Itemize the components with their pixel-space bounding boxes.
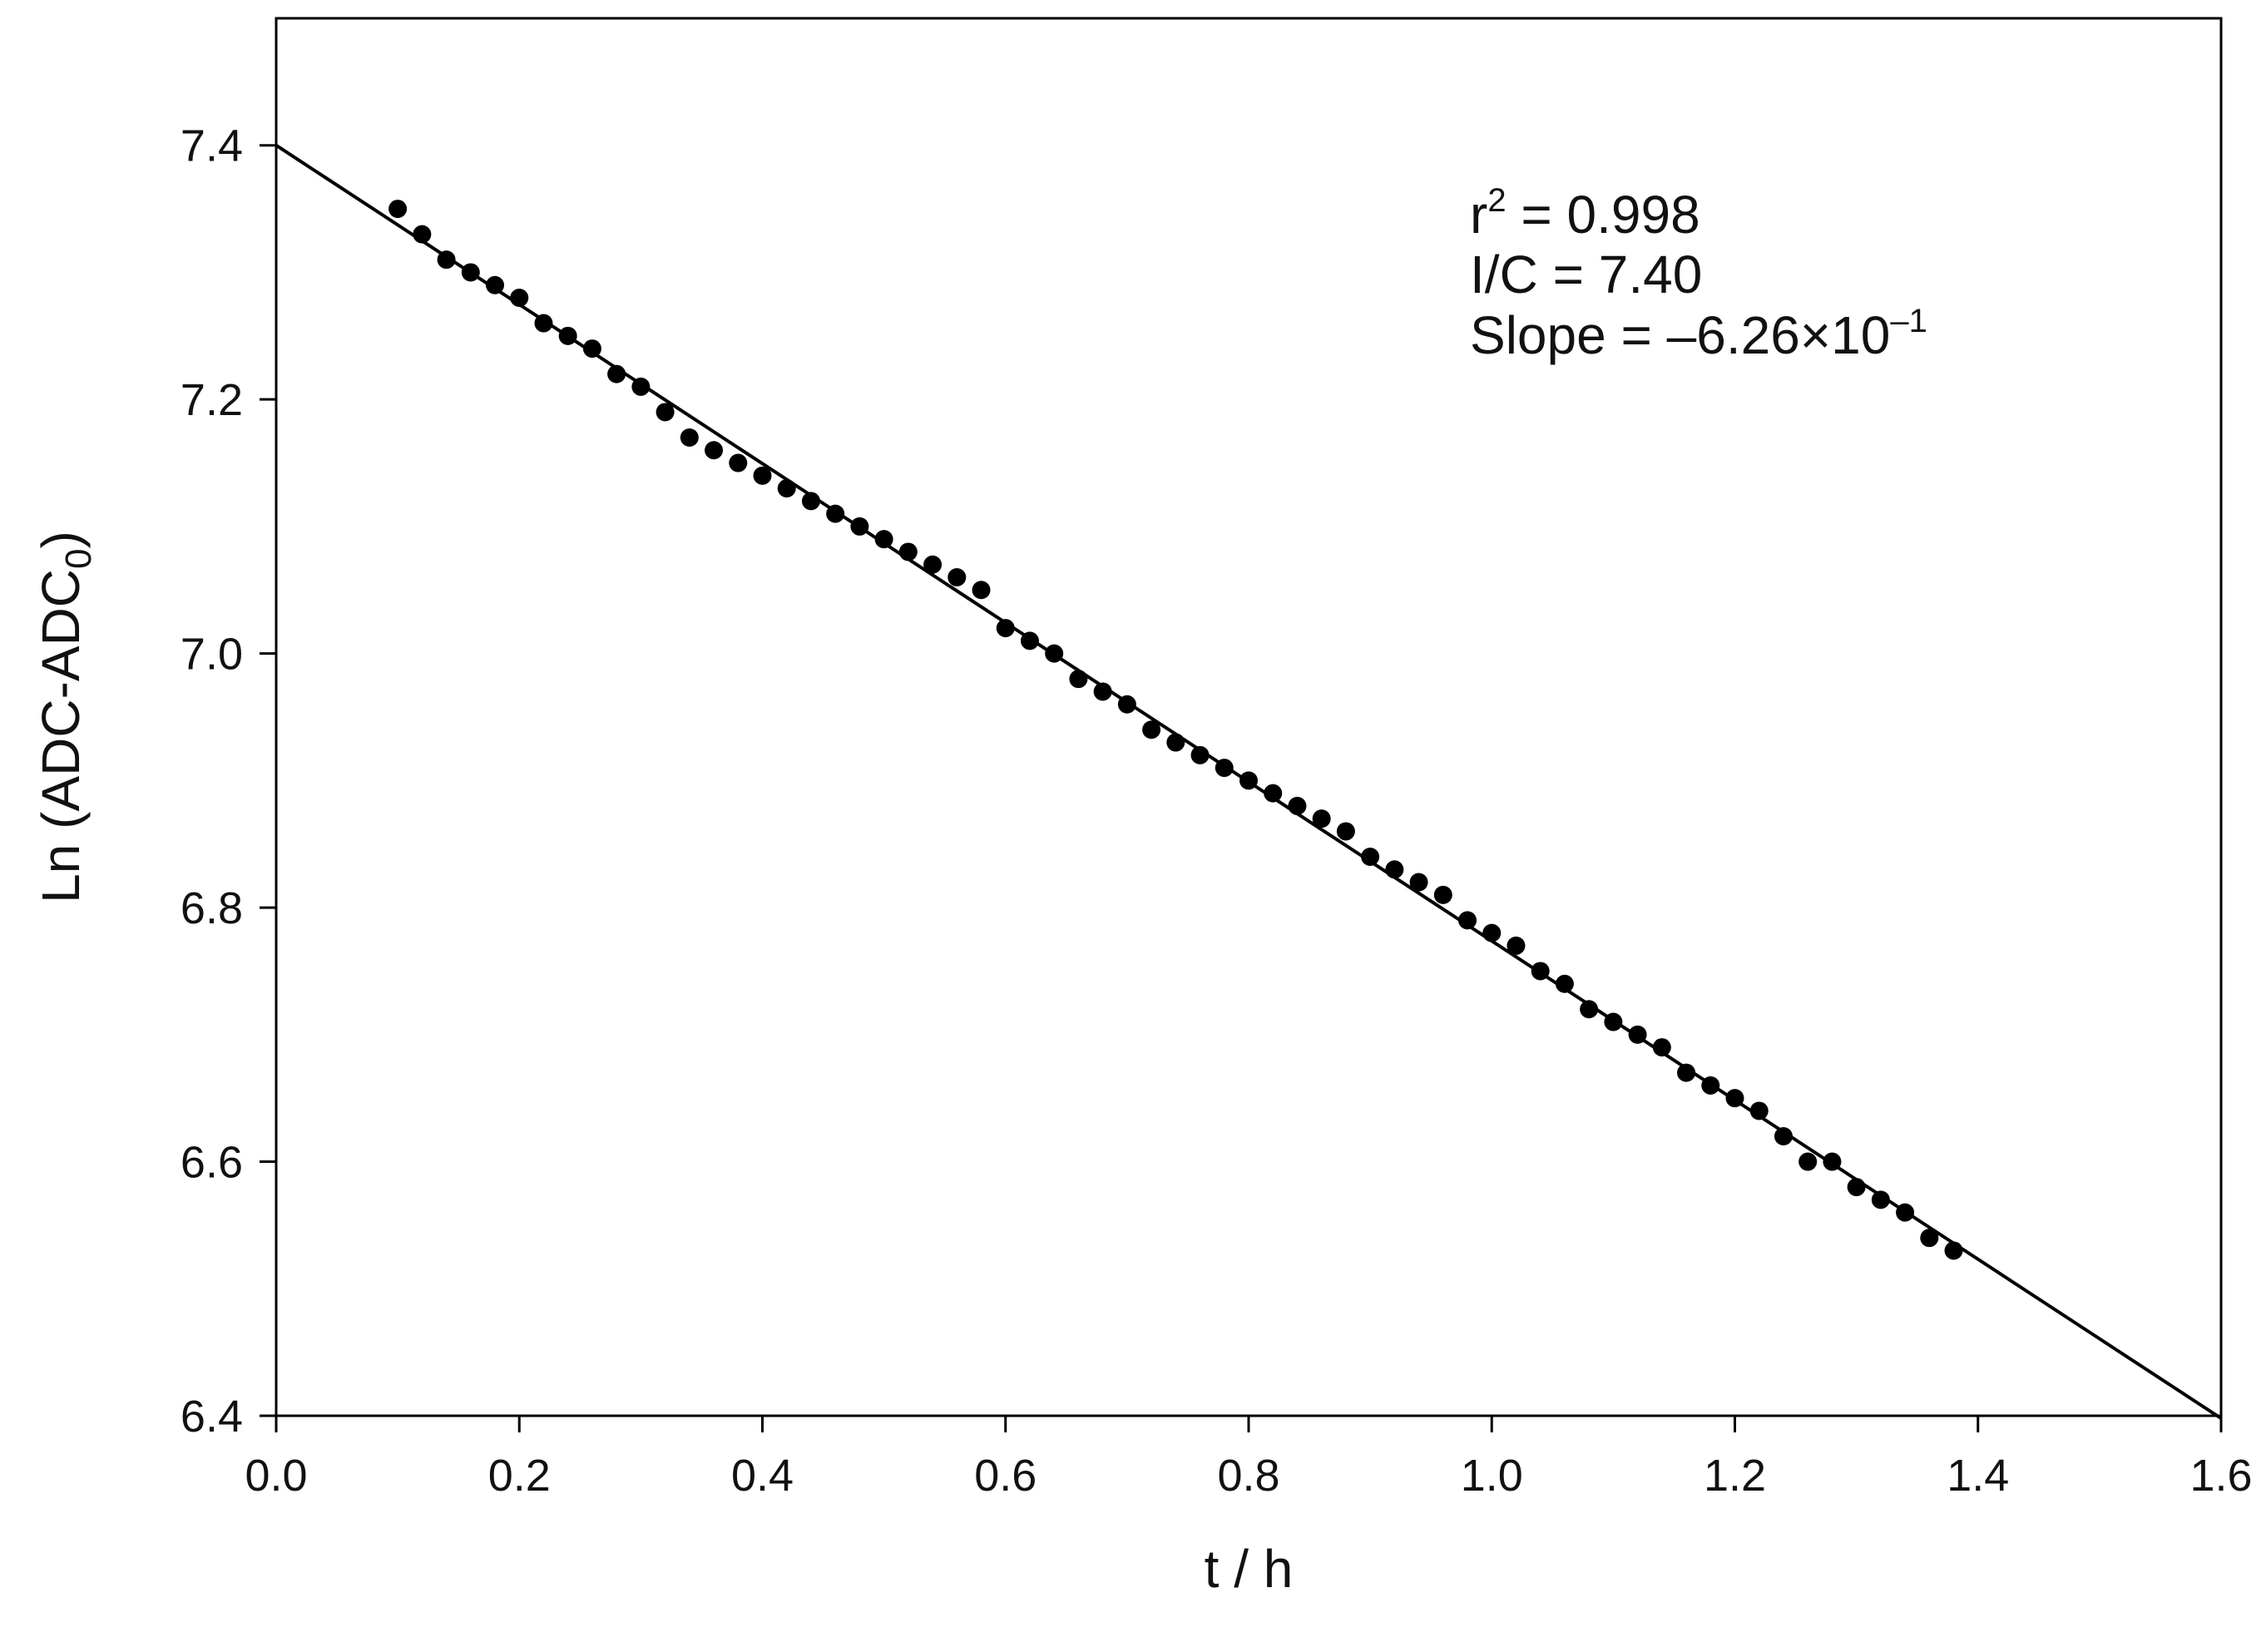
y-axis-title-subscript: 0 <box>58 548 99 568</box>
y-tick-label: 6.6 <box>181 1138 243 1188</box>
data-point <box>1433 885 1452 904</box>
y-tick-label: 7.4 <box>181 121 243 171</box>
data-point <box>1677 1063 1696 1082</box>
data-point <box>1749 1101 1769 1120</box>
y-tick-label: 7.2 <box>181 375 243 425</box>
data-point <box>1774 1127 1793 1145</box>
y-axis-title-main: Ln (ADC-ADC <box>31 569 91 903</box>
fit-annotation: r2 = 0.998 I/C = 7.40 Slope = –6.26×10–1 <box>1470 182 1927 365</box>
data-point <box>1385 860 1404 879</box>
data-point <box>1555 974 1574 993</box>
y-axis-ticks: 6.4 6.6 6.8 7.0 7.2 7.4 <box>181 121 276 1442</box>
data-point <box>607 364 626 383</box>
data-point <box>826 504 845 523</box>
data-point <box>1531 962 1550 981</box>
data-points <box>388 200 1963 1260</box>
data-point <box>486 275 505 294</box>
data-point <box>1920 1229 1939 1248</box>
data-point <box>1604 1012 1623 1031</box>
data-point <box>413 225 432 244</box>
x-axis-ticks: 0.0 0.2 0.4 0.6 0.8 1.0 1.2 1.4 1.6 <box>245 1416 2253 1501</box>
data-point <box>1871 1190 1890 1209</box>
data-point <box>1190 745 1210 764</box>
slope-label: Slope = –6.26×10–1 <box>1470 303 1927 365</box>
data-point <box>753 466 772 485</box>
data-point <box>510 289 529 307</box>
data-point <box>656 403 675 422</box>
data-point <box>1482 923 1502 942</box>
data-point <box>1896 1203 1915 1222</box>
data-point <box>705 441 724 460</box>
data-point <box>1239 771 1258 790</box>
data-point <box>972 581 991 600</box>
data-point <box>1823 1152 1842 1171</box>
data-point <box>850 517 869 536</box>
data-point <box>1117 695 1136 714</box>
x-tick-label: 0.6 <box>974 1451 1037 1501</box>
x-tick-label: 1.6 <box>2189 1451 2252 1501</box>
data-point <box>461 263 480 282</box>
y-axis-title-close: ) <box>31 531 91 548</box>
data-point <box>558 326 577 345</box>
data-point <box>1507 936 1526 955</box>
data-point <box>1361 848 1380 866</box>
data-point <box>1944 1241 1963 1260</box>
data-point <box>388 200 408 219</box>
data-point <box>1628 1025 1647 1044</box>
data-point <box>534 314 553 333</box>
x-tick-label: 1.0 <box>1461 1451 1523 1501</box>
data-point <box>898 542 918 561</box>
data-point <box>801 492 820 511</box>
data-point <box>1093 682 1112 701</box>
data-point <box>631 377 651 396</box>
data-point <box>1264 784 1283 803</box>
r-squared-label: r2 = 0.998 <box>1470 182 1700 245</box>
intercept-label: I/C = 7.40 <box>1470 245 1702 304</box>
data-point <box>1142 720 1161 739</box>
data-point <box>1020 631 1039 650</box>
x-axis-title: t / h <box>1205 1539 1294 1599</box>
x-tick-label: 0.8 <box>1217 1451 1279 1501</box>
x-tick-label: 0.2 <box>488 1451 551 1501</box>
data-point <box>437 250 456 270</box>
data-point <box>777 479 796 498</box>
data-point <box>1847 1178 1866 1197</box>
data-point <box>680 428 699 447</box>
data-point <box>1652 1038 1671 1057</box>
data-point <box>1458 911 1477 930</box>
data-point <box>947 568 967 586</box>
data-point <box>1798 1152 1818 1171</box>
data-point <box>1045 644 1064 663</box>
x-tick-label: 1.2 <box>1704 1451 1766 1501</box>
data-point <box>1288 796 1307 815</box>
data-point <box>1215 759 1234 778</box>
data-point <box>1580 1000 1599 1019</box>
plot-frame <box>275 17 2223 1417</box>
data-point <box>729 453 748 472</box>
data-point <box>1725 1089 1744 1108</box>
data-point <box>1166 733 1185 752</box>
data-point <box>874 530 893 549</box>
data-point <box>923 555 943 574</box>
y-axis-title: Ln (ADC-ADC0) <box>31 531 99 903</box>
data-point <box>1336 822 1355 841</box>
y-tick-label: 6.4 <box>181 1392 243 1442</box>
x-tick-label: 1.4 <box>1947 1451 2009 1501</box>
y-tick-label: 7.0 <box>181 630 243 680</box>
data-point <box>1701 1076 1720 1095</box>
x-tick-label: 0.4 <box>731 1451 794 1501</box>
data-point <box>996 619 1015 638</box>
data-point <box>1409 873 1428 892</box>
data-point <box>1069 670 1088 689</box>
data-point <box>582 339 601 359</box>
data-point <box>1312 809 1331 828</box>
x-tick-label: 0.0 <box>245 1451 307 1501</box>
y-tick-label: 6.8 <box>181 883 243 933</box>
